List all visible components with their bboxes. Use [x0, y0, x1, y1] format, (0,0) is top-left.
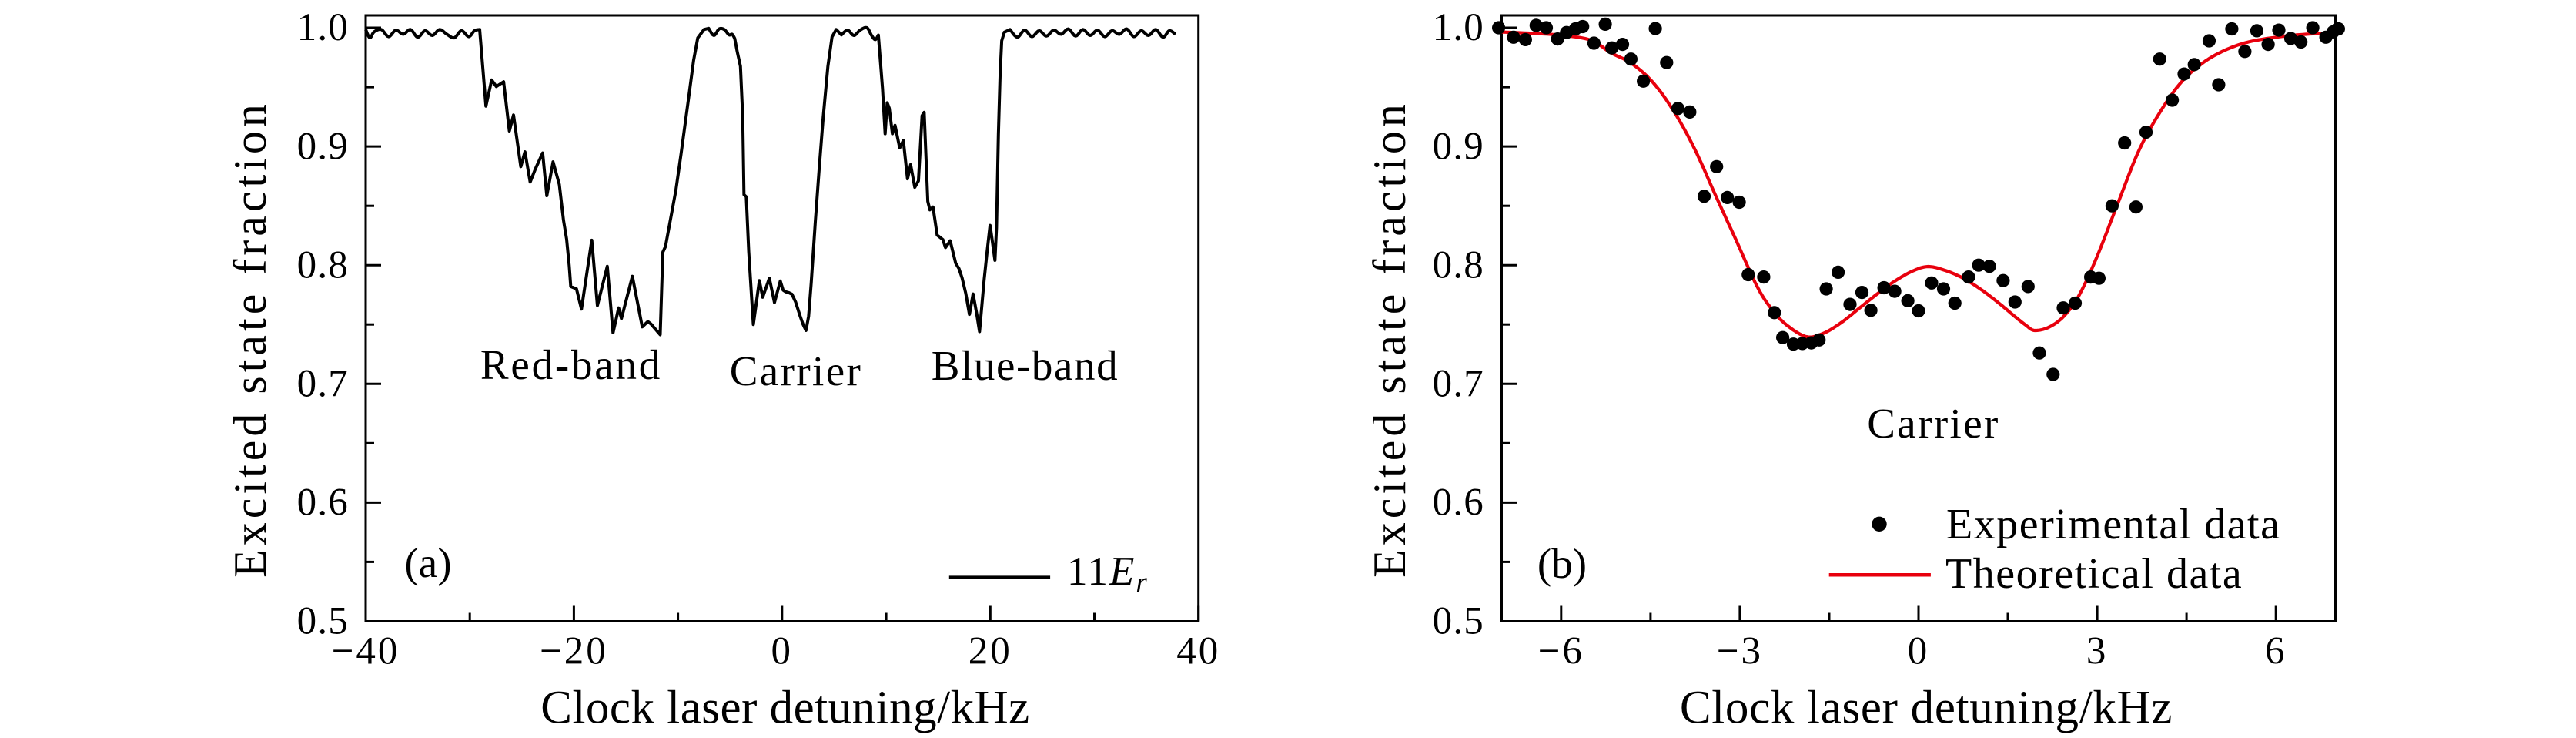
svg-text:Red-band: Red-band [480, 341, 662, 388]
svg-text:Experimental data: Experimental data [1946, 501, 2280, 548]
svg-text:Carrier: Carrier [730, 347, 863, 394]
svg-text:1.0: 1.0 [297, 6, 349, 49]
svg-text:0.6: 0.6 [297, 481, 349, 525]
svg-text:0.9: 0.9 [1433, 125, 1484, 168]
svg-text:0: 0 [771, 630, 794, 673]
svg-text:Blue-band: Blue-band [932, 342, 1119, 389]
svg-text:Theoretical data: Theoretical data [1945, 550, 2243, 598]
svg-text:0.8: 0.8 [297, 243, 349, 287]
svg-text:0.5: 0.5 [297, 600, 349, 643]
svg-text:Excited state fraction: Excited state fraction [1364, 100, 1415, 578]
svg-text:40: 40 [1176, 630, 1220, 673]
svg-text:(a): (a) [404, 539, 451, 586]
svg-text:0: 0 [1908, 630, 1930, 673]
svg-text:6: 6 [2265, 630, 2287, 673]
svg-text:0.9: 0.9 [297, 125, 349, 168]
svg-text:−20: −20 [540, 630, 608, 673]
svg-text:Carrier: Carrier [1867, 400, 2000, 447]
svg-text:(b): (b) [1537, 540, 1587, 587]
svg-text:3: 3 [2086, 630, 2109, 673]
svg-text:1.0: 1.0 [1433, 6, 1484, 49]
svg-text:Clock laser detuning/kHz: Clock laser detuning/kHz [540, 683, 1029, 734]
svg-text:0.6: 0.6 [1433, 481, 1484, 525]
svg-text:−6: −6 [1538, 630, 1584, 673]
svg-text:20: 20 [969, 630, 1012, 673]
svg-text:0.8: 0.8 [1433, 243, 1484, 287]
svg-text:0.5: 0.5 [1433, 600, 1484, 643]
svg-text:0.7: 0.7 [1433, 363, 1484, 406]
svg-text:Clock laser detuning/kHz: Clock laser detuning/kHz [1680, 683, 2173, 734]
svg-text:Excited state fraction: Excited state fraction [225, 100, 276, 578]
svg-text:−3: −3 [1717, 630, 1763, 673]
svg-text:0.7: 0.7 [297, 363, 349, 406]
svg-text:11Er: 11Er [1067, 549, 1149, 599]
svg-text:−40: −40 [332, 630, 400, 673]
